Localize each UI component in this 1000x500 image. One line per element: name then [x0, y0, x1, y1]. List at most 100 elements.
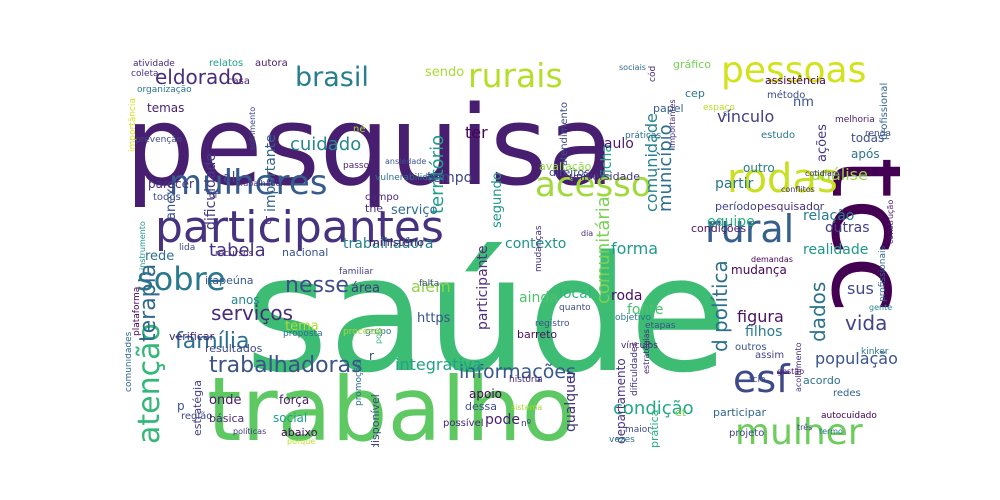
word-construcao: construção	[886, 200, 895, 244]
word-forma: forma	[611, 239, 658, 258]
word-quanto: quanto	[559, 303, 591, 313]
word-esf: esf	[733, 357, 791, 401]
word-condicao: condição	[613, 398, 694, 419]
word-si: si	[723, 109, 729, 118]
word-objetivo: objetivo	[615, 313, 652, 323]
word-porque: porque	[287, 437, 315, 446]
word-parecer: parecer	[148, 177, 194, 191]
word-pois: pois	[374, 328, 383, 344]
word-cep: cep	[685, 87, 705, 100]
word-prevencao: prevenção	[135, 135, 183, 145]
word-possivel: possível	[443, 417, 484, 429]
word-trabalhador: trabalhador	[237, 179, 284, 188]
word-todas: todas	[851, 131, 884, 145]
word-estudo: estudo	[761, 130, 795, 141]
word-falta: falta	[419, 279, 439, 289]
word-qualquer: qualquer	[563, 369, 579, 432]
word-mulheres: mulheres	[169, 163, 327, 203]
word-mudancas: mudanças	[534, 225, 544, 272]
word-tema: tema	[285, 319, 319, 334]
word-lida: lida	[179, 243, 195, 253]
word-trabalhadora: trabalhadora	[343, 236, 433, 252]
word-equipe: equipe	[707, 214, 755, 230]
word-campo: campo	[365, 192, 399, 203]
word-ficha: ficha	[599, 144, 615, 178]
word-rurais: rurais	[468, 56, 563, 95]
word-participante: participante	[475, 245, 491, 330]
word-vinculo: vínculo	[717, 107, 774, 126]
word-b: b	[265, 214, 272, 227]
word-pesquisador: pesquisador	[757, 200, 825, 213]
word-maior: maior	[625, 425, 651, 435]
word-praticas: práticas	[625, 131, 661, 141]
word-proposta: proposta	[283, 329, 323, 339]
word-mudanca: mudança	[731, 263, 787, 277]
word-kinker: kinker	[861, 347, 889, 357]
word-atividade: atividade	[133, 59, 175, 69]
word-assim: assim	[755, 350, 784, 361]
word-plataforma: plataforma	[132, 287, 142, 336]
word-estrategias: estratégias	[641, 329, 651, 374]
word-brasil: brasil	[295, 62, 369, 93]
word-ne: né	[353, 123, 366, 135]
word-estrategia: estratégia	[191, 380, 204, 436]
word-vida: vida	[845, 311, 887, 335]
word-disponivel: disponível	[369, 394, 382, 447]
word-metodo: método	[767, 89, 805, 101]
word-rodas: rodas	[727, 156, 838, 202]
word-politicas: políticas	[233, 427, 266, 436]
word-processo: processo	[343, 327, 384, 337]
word-sobre: sobre	[137, 260, 226, 298]
word-al: al	[223, 170, 235, 186]
word-dia: dia	[581, 229, 593, 238]
word-direitos: direitos	[549, 166, 590, 179]
word-mulher: mulher	[735, 412, 863, 447]
word-servico: serviço	[391, 203, 438, 218]
word-politica: d política	[708, 260, 732, 352]
word-et: et	[675, 406, 687, 419]
word-sus: sus	[847, 279, 874, 298]
word-dados: dados	[806, 282, 830, 342]
word-of: of	[209, 191, 219, 201]
word-renda: renda	[865, 129, 891, 139]
word-cod: cód	[647, 66, 658, 82]
word-importantes: importantes	[668, 99, 677, 148]
word-rede: rede	[145, 249, 174, 264]
word-relacao: relação	[803, 208, 854, 224]
word-espaco: espaço	[703, 103, 735, 113]
word-apoio: apoio	[469, 387, 502, 401]
word-sociais: sociais	[619, 63, 646, 72]
word-partir: partir	[715, 176, 754, 192]
word-historia: história	[509, 374, 543, 385]
word-r: r	[369, 349, 374, 363]
word-avaliacao: avaliação	[539, 160, 592, 173]
word-rural: rural	[705, 207, 794, 251]
word-basica: básica	[209, 412, 244, 425]
word-acolhimento: acolhimento	[794, 342, 803, 392]
word-universidade: universidade	[569, 170, 640, 183]
word-importante: importante	[263, 134, 279, 212]
word-atendimento: atendimento	[559, 102, 570, 166]
word-territorio: território	[427, 135, 448, 214]
word-atencao: atenção	[132, 323, 167, 444]
word-profissional: profissional	[879, 83, 890, 140]
word-municipio: município	[655, 124, 676, 212]
word-ter: ter	[465, 123, 488, 142]
word-sistema: sistema	[511, 403, 542, 412]
word-nm: nm	[793, 95, 814, 110]
word-dificuldades: dificuldades	[630, 341, 640, 396]
word-outro: outro	[743, 161, 775, 175]
word-anexo: anexo	[164, 181, 179, 220]
word-sofrimento: sofrimento	[248, 107, 257, 150]
word-melhoria: melhoria	[835, 115, 875, 125]
word-forca: força	[279, 393, 309, 407]
word-termo: termo	[819, 427, 843, 436]
word-periodo: período	[715, 200, 757, 213]
word-ainda: ainda	[519, 290, 558, 306]
word-cuidado: cuidado	[290, 134, 361, 155]
word-registro: registro	[535, 319, 570, 329]
word-itapeuna: itapeúna	[205, 274, 254, 287]
word-anos: anos	[231, 293, 260, 307]
word-pode: pode	[485, 412, 520, 428]
